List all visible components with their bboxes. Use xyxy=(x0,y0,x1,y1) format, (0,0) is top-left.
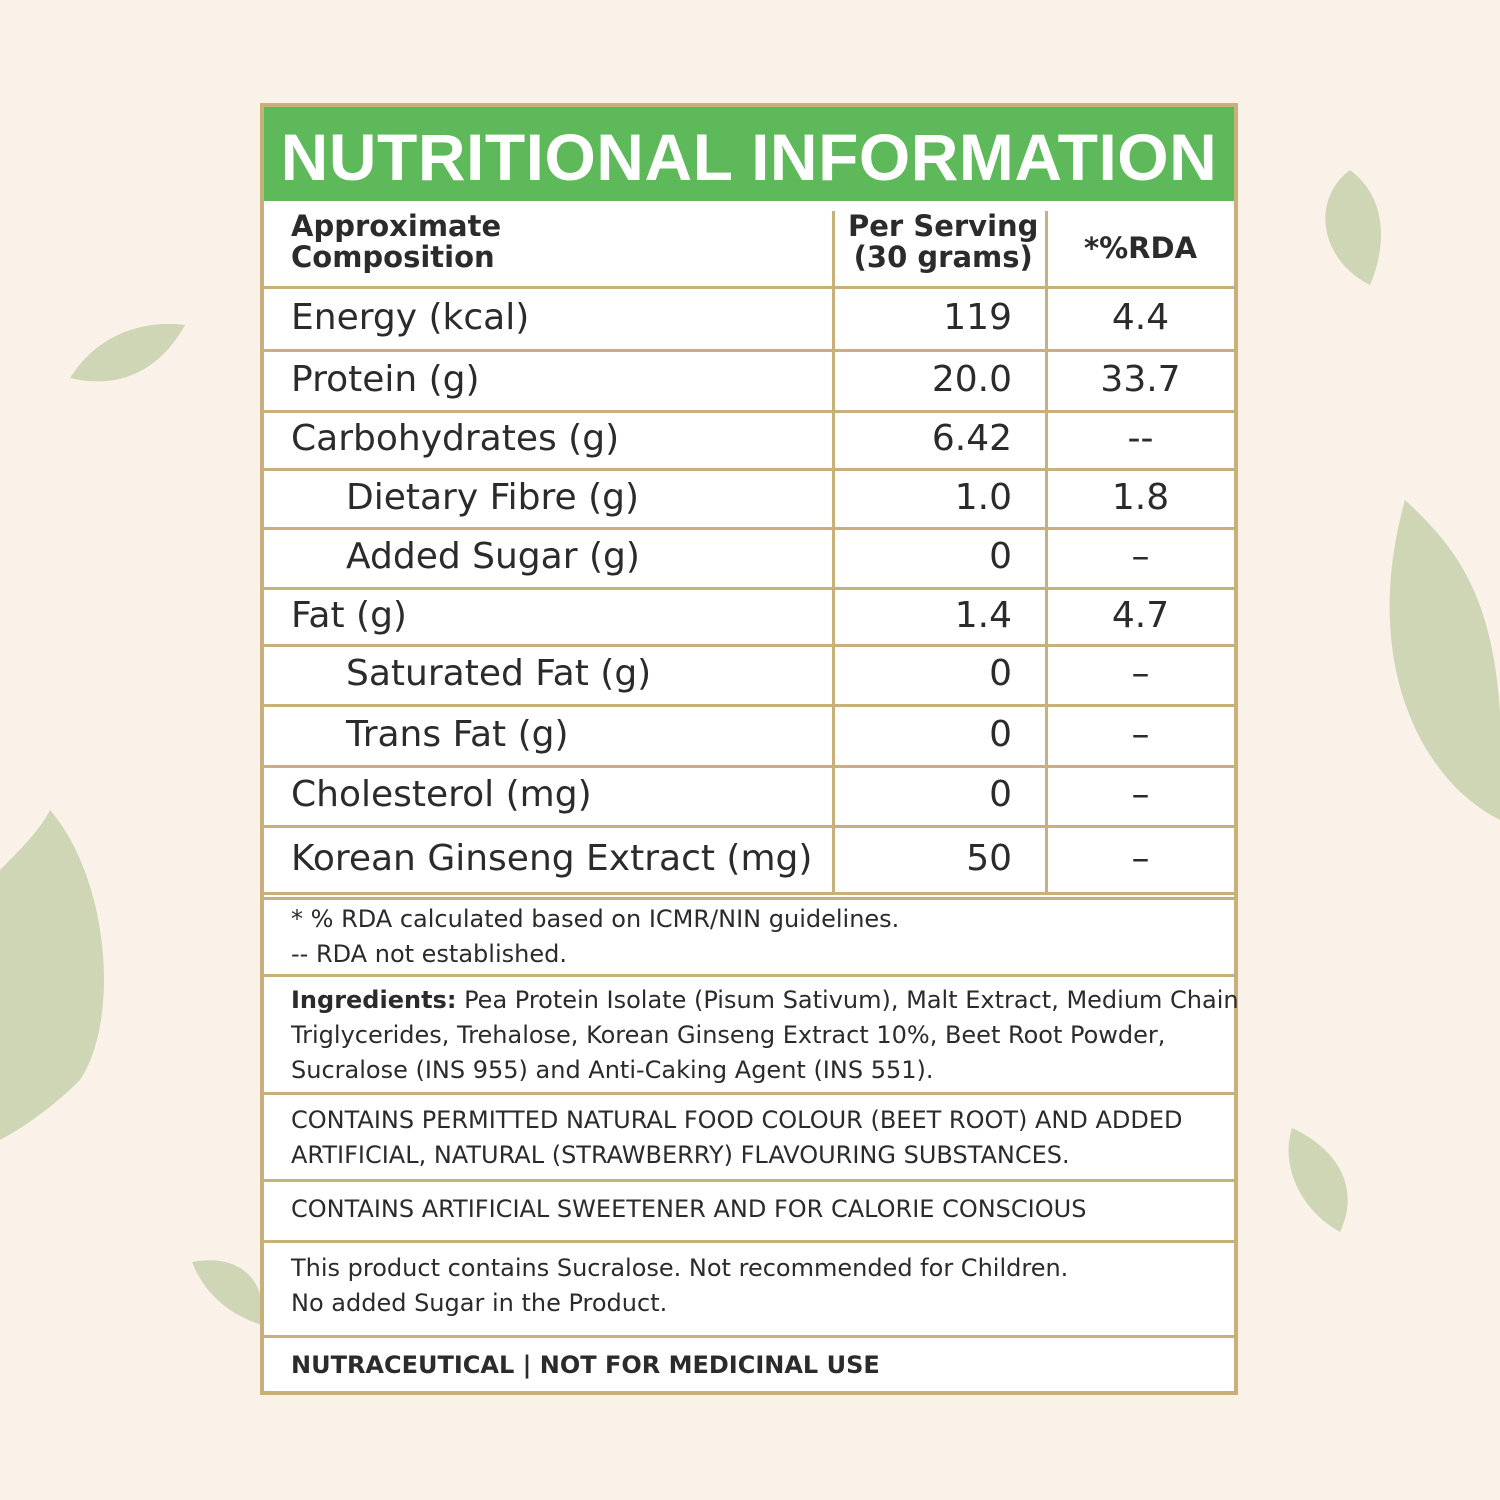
rda: – xyxy=(1131,774,1150,815)
per-serving: 1.4 xyxy=(954,594,1012,636)
nutrient-name: Saturated Fat (g) xyxy=(346,653,652,694)
header-cell: Approximate Composition xyxy=(291,211,501,273)
nutrient-name: Korean Ginseng Extract (mg) xyxy=(291,837,813,879)
nutrient-name: Trans Fat (g) xyxy=(346,713,569,755)
statement-line: CONTAINS PERMITTED NATURAL FOOD COLOUR (… xyxy=(291,1106,1183,1134)
row-divider xyxy=(264,349,1234,352)
title: NUTRITIONAL INFORMATION xyxy=(264,107,1234,201)
ingredients-text: Pea Protein Isolate (Pisum Sativum), Mal… xyxy=(456,986,1239,1014)
note: -- RDA not established. xyxy=(291,940,567,968)
per-serving: 0 xyxy=(989,653,1012,694)
warning: This product contains Sucralose. Not rec… xyxy=(291,1251,1068,1321)
row-divider xyxy=(264,825,1234,828)
nutrient-name: Cholesterol (mg) xyxy=(291,774,592,815)
header-line: Approximate xyxy=(291,209,502,243)
section-divider xyxy=(264,1335,1234,1338)
rda: – xyxy=(1131,713,1150,755)
statement-line: ARTIFICIAL, NATURAL (STRAWBERRY) FLAVOUR… xyxy=(291,1141,1070,1169)
per-serving: 6.42 xyxy=(931,418,1012,459)
rda: 1.8 xyxy=(1111,476,1170,518)
per-serving: 0 xyxy=(989,774,1012,815)
row-divider xyxy=(264,468,1234,471)
rda: – xyxy=(1131,536,1150,577)
ingredients-line: Ingredients: Pea Protein Isolate (Pisum … xyxy=(291,983,1239,1018)
per-serving: 0 xyxy=(989,536,1012,577)
row-divider xyxy=(264,704,1234,707)
section-divider xyxy=(264,974,1234,977)
nutrient-name: Carbohydrates (g) xyxy=(291,418,620,459)
ingredients-line: Triglycerides, Trehalose, Korean Ginseng… xyxy=(291,1021,1166,1049)
per-serving: 0 xyxy=(989,713,1012,755)
rda: 4.7 xyxy=(1111,594,1170,636)
warning-line: This product contains Sucralose. Not rec… xyxy=(291,1254,1069,1282)
nutrient-name: Protein (g) xyxy=(291,358,480,400)
header-cell: *%RDA xyxy=(1083,231,1198,265)
rda: -- xyxy=(1127,418,1154,459)
row-divider xyxy=(264,765,1234,768)
colour-statement: CONTAINS PERMITTED NATURAL FOOD COLOUR (… xyxy=(291,1103,1183,1173)
row-divider xyxy=(264,527,1234,530)
header-cell: Per Serving (30 grams) xyxy=(848,211,1038,273)
sweetener-statement: CONTAINS ARTIFICIAL SWEETENER AND FOR CA… xyxy=(291,1195,1087,1223)
per-serving: 119 xyxy=(943,296,1012,338)
nutrient-name: Dietary Fibre (g) xyxy=(346,476,640,518)
note: * % RDA calculated based on ICMR/NIN gui… xyxy=(291,905,900,933)
nutrition-panel: NUTRITIONAL INFORMATION Approximate Compo… xyxy=(260,103,1239,1395)
header-line: (30 grams) xyxy=(853,240,1033,274)
row-divider xyxy=(264,410,1234,413)
ingredients-label: Ingredients: xyxy=(291,986,457,1014)
nutrient-name: Added Sugar (g) xyxy=(346,536,640,577)
header-line: Composition xyxy=(291,240,495,274)
header-line: Per Serving xyxy=(848,209,1039,243)
column-divider xyxy=(832,211,835,892)
ingredients: Ingredients: Pea Protein Isolate (Pisum … xyxy=(291,983,1239,1088)
nutrient-name: Energy (kcal) xyxy=(291,296,530,338)
row-divider xyxy=(264,286,1234,289)
row-divider xyxy=(264,587,1234,590)
notes: * % RDA calculated based on ICMR/NIN gui… xyxy=(291,902,899,972)
table-end xyxy=(264,892,1234,895)
footer: NUTRACEUTICAL | NOT FOR MEDICINAL USE xyxy=(291,1351,880,1379)
section-divider xyxy=(264,1179,1234,1182)
rda: – xyxy=(1131,653,1150,694)
rda: 4.4 xyxy=(1111,296,1170,338)
nutrient-name: Fat (g) xyxy=(291,594,407,636)
section-divider xyxy=(264,1240,1234,1243)
row-divider xyxy=(264,644,1234,647)
ingredients-line: Sucralose (INS 955) and Anti-Caking Agen… xyxy=(291,1056,934,1084)
table-end xyxy=(264,897,1234,900)
warning-line: No added Sugar in the Product. xyxy=(291,1289,668,1317)
per-serving: 1.0 xyxy=(954,476,1012,518)
per-serving: 20.0 xyxy=(931,358,1012,400)
section-divider xyxy=(264,1092,1234,1095)
per-serving: 50 xyxy=(966,837,1012,879)
column-divider xyxy=(1045,211,1048,892)
rda: – xyxy=(1131,837,1150,879)
rda: 33.7 xyxy=(1100,358,1181,400)
